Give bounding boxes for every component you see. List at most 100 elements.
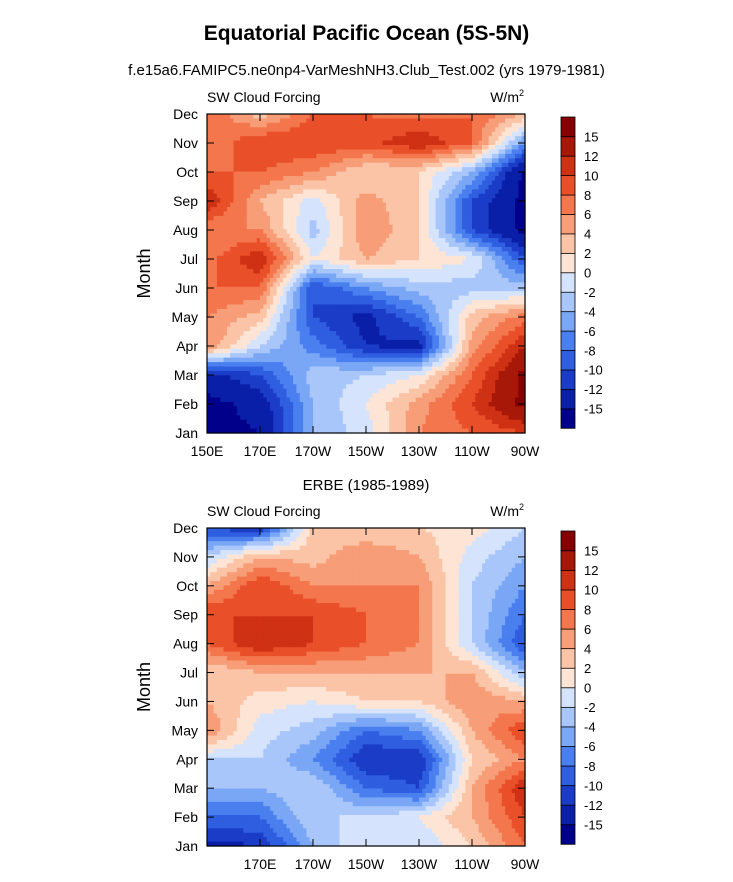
heatmap-cell — [495, 207, 500, 213]
heatmap-cell — [472, 339, 476, 345]
heatmap-cell — [445, 322, 450, 328]
heatmap-cell — [438, 229, 443, 235]
heatmap-cell — [299, 286, 304, 292]
heatmap-cell — [438, 269, 443, 275]
heatmap-cell — [491, 180, 496, 186]
heatmap-cell — [230, 291, 235, 297]
heatmap-cell — [445, 114, 450, 120]
heatmap-cell — [415, 153, 420, 159]
heatmap-cell — [289, 184, 294, 190]
heatmap-cell — [236, 286, 241, 292]
heatmap-cell — [303, 162, 307, 168]
heatmap-cell — [256, 273, 261, 279]
heatmap-cell — [369, 282, 374, 288]
heatmap-cell — [498, 215, 503, 221]
heatmap-cell — [395, 198, 400, 204]
heatmap-cell — [521, 291, 526, 297]
heatmap-cell — [279, 149, 284, 155]
heatmap-cell — [266, 242, 271, 248]
heatmap-cell — [243, 211, 248, 217]
heatmap-cell — [240, 317, 245, 323]
heatmap-cell — [207, 260, 211, 266]
heatmap-cell — [352, 158, 357, 164]
heatmap-cell — [508, 211, 513, 217]
heatmap-cell — [452, 255, 457, 261]
heatmap-cell — [415, 331, 420, 337]
heatmap-cell — [313, 149, 317, 155]
heatmap-cell — [511, 282, 516, 288]
heatmap-cell — [455, 238, 460, 244]
heatmap-cell — [236, 153, 241, 159]
heatmap-cell — [352, 149, 357, 155]
heatmap-cell — [448, 229, 453, 235]
heatmap-cell — [428, 184, 433, 190]
heatmap-cell — [303, 308, 307, 314]
heatmap-cell — [263, 304, 268, 310]
heatmap-cell — [230, 136, 235, 142]
heatmap-cell — [405, 308, 410, 314]
heatmap-cell — [309, 339, 314, 345]
heatmap-cell — [266, 322, 271, 328]
heatmap-cell — [319, 162, 324, 168]
heatmap-cell — [236, 277, 241, 283]
heatmap-cell — [518, 180, 523, 186]
heatmap-cell — [462, 300, 466, 306]
heatmap-cell — [438, 326, 443, 332]
heatmap-cell — [375, 286, 380, 292]
heatmap-cell — [382, 295, 387, 301]
heatmap-cell — [409, 233, 413, 239]
heatmap-cell — [342, 202, 347, 208]
heatmap-cell — [210, 176, 215, 182]
heatmap-cell — [349, 149, 354, 155]
heatmap-cell — [216, 295, 221, 301]
heatmap-cell — [332, 264, 337, 270]
heatmap-cell — [233, 277, 238, 283]
heatmap-cell — [501, 238, 506, 244]
heatmap-cell — [472, 171, 476, 177]
heatmap-cell — [432, 251, 437, 257]
heatmap-cell — [402, 176, 407, 182]
heatmap-cell — [256, 282, 261, 288]
heatmap-cell — [392, 131, 397, 137]
heatmap-cell — [299, 317, 304, 323]
heatmap-cell — [511, 246, 516, 252]
heatmap-cell — [415, 149, 420, 155]
heatmap-cell — [385, 136, 390, 142]
heatmap-cell — [409, 282, 413, 288]
heatmap-cell — [303, 335, 307, 341]
heatmap-cell — [465, 207, 470, 213]
heatmap-cell — [435, 149, 440, 155]
heatmap-cell — [366, 317, 370, 323]
heatmap-cell — [273, 313, 278, 319]
heatmap-cell — [342, 149, 347, 155]
heatmap-cell — [260, 131, 264, 137]
heatmap-cell — [488, 215, 493, 221]
heatmap-cell — [515, 313, 519, 319]
heatmap-cell — [395, 171, 400, 177]
heatmap-cell — [452, 140, 457, 146]
heatmap-cell — [399, 140, 404, 146]
heatmap-cell — [319, 242, 324, 248]
heatmap-cell — [223, 202, 228, 208]
heatmap-cell — [266, 215, 271, 221]
heatmap-cell — [425, 171, 430, 177]
heatmap-cell — [313, 211, 317, 217]
heatmap-cell — [442, 322, 447, 328]
heatmap-cell — [296, 326, 301, 332]
heatmap-cell — [515, 162, 519, 168]
heatmap-cell — [438, 246, 443, 252]
heatmap-cell — [379, 184, 384, 190]
heatmap-cell — [448, 136, 453, 142]
heatmap-cell — [362, 171, 367, 177]
heatmap-cell — [409, 238, 413, 244]
heatmap-cell — [356, 145, 360, 151]
heatmap-cell — [326, 246, 331, 252]
heatmap-cell — [210, 344, 215, 350]
heatmap-cell — [273, 295, 278, 301]
heatmap-cell — [488, 269, 493, 275]
heatmap-cell — [207, 304, 211, 310]
heatmap-cell — [472, 260, 476, 266]
heatmap-cell — [356, 224, 360, 230]
heatmap-cell — [316, 114, 321, 120]
heatmap-cell — [455, 260, 460, 266]
